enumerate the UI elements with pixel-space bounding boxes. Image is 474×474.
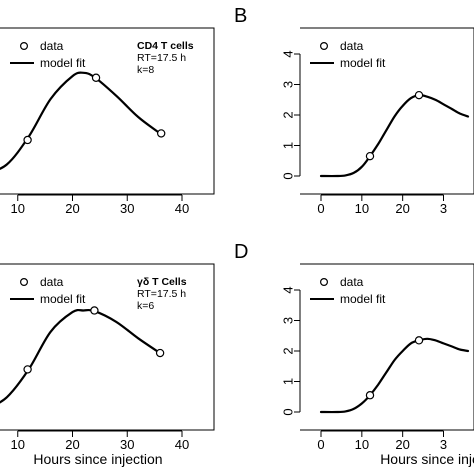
x-tick-label: 0 bbox=[317, 437, 324, 452]
legend-model-fit-label: model fit bbox=[340, 292, 386, 306]
x-tick-label: 3 bbox=[440, 201, 447, 216]
data-point bbox=[156, 129, 166, 138]
x-tick-label: 20 bbox=[395, 437, 409, 452]
x-axis-title: Hours since injection bbox=[33, 451, 162, 467]
model-fit-line bbox=[0, 71, 162, 171]
legend-data-label: data bbox=[40, 275, 64, 289]
x-tick-label: 20 bbox=[395, 201, 409, 216]
x-tick-label: 20 bbox=[65, 437, 79, 452]
y-tick-label: 3 bbox=[280, 317, 295, 324]
x-axis-title: Hours since inje bbox=[380, 451, 474, 467]
x-tick-label: 10 bbox=[355, 437, 369, 452]
annotation-line: RT=17.5 h bbox=[137, 52, 186, 64]
model-fit-line bbox=[0, 308, 162, 404]
legend-data-marker bbox=[320, 278, 329, 287]
panel-label-d: D bbox=[234, 241, 248, 263]
x-tick-label: 10 bbox=[11, 437, 25, 452]
model-fit-line bbox=[319, 94, 470, 178]
y-tick-label: 0 bbox=[280, 408, 295, 415]
legend-data-marker bbox=[20, 41, 29, 50]
panel-label-b: B bbox=[234, 5, 247, 27]
data-point bbox=[414, 336, 424, 345]
legend-data-label: data bbox=[340, 275, 364, 289]
plot-frame bbox=[0, 27, 215, 195]
data-point bbox=[91, 73, 101, 82]
legend-data-marker bbox=[20, 278, 29, 287]
data-point bbox=[414, 90, 424, 100]
x-tick-label: 40 bbox=[175, 201, 189, 216]
data-point bbox=[90, 306, 99, 315]
legend-model-fit-label: model fit bbox=[40, 56, 86, 70]
annotation-line: CD4 T cells bbox=[137, 40, 194, 52]
data-point bbox=[23, 135, 32, 145]
y-tick-label: 1 bbox=[280, 378, 295, 385]
y-tick-label: 2 bbox=[280, 111, 295, 118]
legend-data-label: data bbox=[340, 39, 364, 53]
x-tick-label: 30 bbox=[120, 437, 134, 452]
legend-data-marker bbox=[320, 41, 329, 50]
x-tick-label: 10 bbox=[11, 201, 25, 216]
data-point bbox=[155, 348, 165, 358]
annotation-line: γδ T Cells bbox=[137, 276, 187, 288]
data-point bbox=[365, 151, 375, 161]
legend-data-label: data bbox=[40, 39, 64, 53]
x-tick-label: 30 bbox=[120, 201, 134, 216]
annotation-line: k=6 bbox=[137, 300, 154, 312]
plot-frame bbox=[300, 263, 474, 431]
x-tick-label: 40 bbox=[175, 437, 189, 452]
x-tick-label: 3 bbox=[440, 437, 447, 452]
data-point bbox=[23, 365, 32, 374]
y-tick-label: 3 bbox=[280, 81, 295, 88]
model-fit-line bbox=[319, 337, 470, 414]
annotation-line: RT=17.5 h bbox=[137, 288, 186, 300]
plot-frame bbox=[300, 27, 474, 195]
annotation-line: k=8 bbox=[137, 64, 154, 76]
plot-frame bbox=[0, 263, 215, 431]
y-tick-label: 2 bbox=[280, 347, 295, 354]
x-tick-label: 20 bbox=[65, 201, 79, 216]
y-tick-label: 4 bbox=[280, 286, 295, 293]
y-tick-label: 4 bbox=[280, 50, 295, 57]
y-tick-label: 0 bbox=[280, 172, 295, 179]
x-tick-label: 0 bbox=[317, 201, 324, 216]
panel-a: 10 20 30 40 data model fit CD4 T cellsRT=17.5 … bbox=[0, 27, 215, 216]
data-point bbox=[365, 391, 375, 400]
x-tick-label: 10 bbox=[355, 201, 369, 216]
legend-model-fit-label: model fit bbox=[40, 292, 86, 306]
y-tick-label: 1 bbox=[280, 142, 295, 149]
legend-model-fit-label: model fit bbox=[340, 56, 386, 70]
